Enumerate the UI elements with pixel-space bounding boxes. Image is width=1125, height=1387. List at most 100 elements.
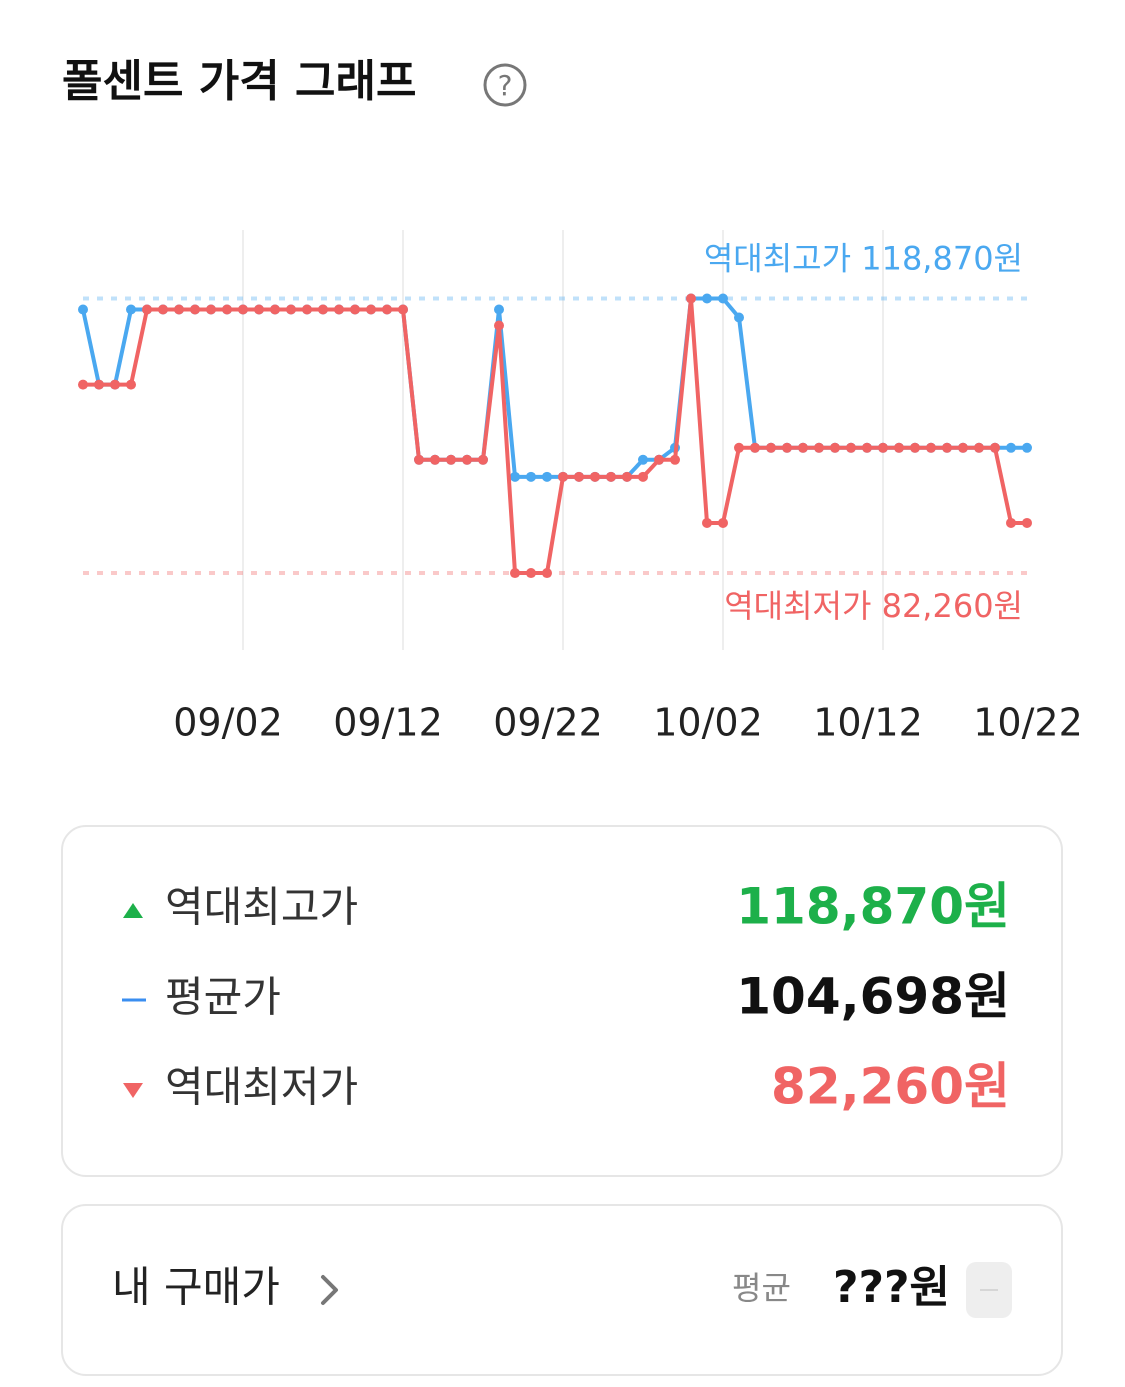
low-icon bbox=[123, 1083, 143, 1098]
price-point bbox=[734, 312, 744, 323]
price-point bbox=[638, 471, 648, 482]
price-point bbox=[638, 454, 648, 465]
price-point bbox=[526, 568, 536, 579]
chart: 09/02 09/12 09/22 10/02 10/12 10/22 역대최고가 118,… bbox=[78, 230, 1083, 745]
price-point bbox=[734, 442, 744, 453]
price-point bbox=[654, 454, 664, 465]
summary-value: 104,698원 bbox=[736, 968, 1010, 1026]
price-point bbox=[510, 568, 520, 579]
price-point bbox=[606, 471, 616, 482]
summary-label: 역대최고가 bbox=[165, 883, 358, 932]
reference-name: 역대최저가 bbox=[724, 587, 871, 625]
price-point bbox=[846, 442, 856, 453]
price-point bbox=[542, 568, 552, 579]
price-point bbox=[302, 304, 312, 315]
x-tick-label: 10/02 bbox=[653, 701, 763, 745]
price-point bbox=[574, 471, 584, 482]
my-price-label: 내 구매가 bbox=[112, 1263, 280, 1312]
price-point bbox=[254, 304, 264, 315]
price-point bbox=[366, 304, 376, 315]
my-price-value: ???원 bbox=[833, 1262, 950, 1313]
price-point bbox=[718, 517, 728, 528]
price-point bbox=[766, 442, 776, 453]
price-point bbox=[910, 442, 920, 453]
price-point bbox=[110, 379, 120, 390]
price-point bbox=[974, 442, 984, 453]
price-point bbox=[750, 442, 760, 453]
price-point bbox=[222, 304, 232, 315]
price-point bbox=[318, 304, 328, 315]
price-point bbox=[782, 442, 792, 453]
price-point bbox=[238, 304, 248, 315]
price-point bbox=[398, 304, 408, 315]
price-point bbox=[142, 304, 152, 315]
help-circle bbox=[483, 63, 527, 107]
my-price-card[interactable]: 내 구매가 평균 ???원 bbox=[61, 1204, 1063, 1376]
price-point bbox=[510, 471, 520, 482]
price-point bbox=[350, 304, 360, 315]
price-point bbox=[78, 379, 88, 390]
price-point bbox=[702, 293, 712, 304]
price-point bbox=[270, 304, 280, 315]
price-point bbox=[158, 304, 168, 315]
price-point bbox=[798, 442, 808, 453]
title: 폴센트 가격 그래프 bbox=[62, 56, 416, 107]
price-point bbox=[462, 454, 472, 465]
price-point bbox=[942, 442, 952, 453]
reference-label: 역대최고가 118,870원 bbox=[704, 239, 1023, 277]
price-point bbox=[1006, 517, 1016, 528]
price-point bbox=[926, 442, 936, 453]
price-point bbox=[814, 442, 824, 453]
summary-card bbox=[61, 825, 1063, 1177]
price-point bbox=[430, 454, 440, 465]
summary-label: 역대최저가 bbox=[165, 1063, 358, 1112]
reference-value: 118,870원 bbox=[861, 239, 1023, 277]
high-icon bbox=[123, 903, 143, 918]
price-point bbox=[670, 454, 680, 465]
price-point bbox=[718, 293, 728, 304]
price-point bbox=[334, 304, 344, 315]
price-point bbox=[446, 454, 456, 465]
price-point bbox=[190, 304, 200, 315]
reference-name: 역대최고가 bbox=[704, 239, 851, 277]
price-point bbox=[1022, 442, 1032, 453]
x-tick-label: 09/22 bbox=[493, 701, 603, 745]
price-point bbox=[990, 442, 1000, 453]
price-point bbox=[494, 304, 504, 315]
price-point bbox=[590, 471, 600, 482]
price-point bbox=[702, 517, 712, 528]
price-point bbox=[622, 471, 632, 482]
reference-value: 82,260원 bbox=[882, 587, 1023, 625]
price-point bbox=[126, 379, 136, 390]
x-tick-label: 10/12 bbox=[813, 701, 923, 745]
price-point bbox=[878, 442, 888, 453]
price-point bbox=[382, 304, 392, 315]
price-point bbox=[286, 304, 296, 315]
price-point bbox=[862, 442, 872, 453]
price-point bbox=[206, 304, 216, 315]
price-point bbox=[686, 293, 696, 304]
price-point bbox=[94, 379, 104, 390]
price-point bbox=[126, 304, 136, 315]
price-point bbox=[494, 320, 504, 331]
price-point bbox=[478, 454, 488, 465]
price-point bbox=[894, 442, 904, 453]
x-tick-label: 09/02 bbox=[173, 701, 283, 745]
price-point bbox=[78, 304, 88, 315]
summary-value: 82,260원 bbox=[771, 1058, 1010, 1116]
price-line bbox=[83, 296, 1027, 576]
reference-label: 역대최저가 82,260원 bbox=[724, 587, 1023, 625]
help-button[interactable]: ? bbox=[483, 63, 527, 107]
price-point bbox=[174, 304, 184, 315]
x-tick-label: 09/12 bbox=[333, 701, 443, 745]
x-tick-label: 10/22 bbox=[973, 701, 1083, 745]
help-icon: ? bbox=[498, 69, 513, 102]
price-point bbox=[830, 442, 840, 453]
price-point bbox=[1022, 517, 1032, 528]
price-point bbox=[1006, 442, 1016, 453]
summary-label: 평균가 bbox=[165, 973, 281, 1022]
avg-label: 평균 bbox=[732, 1269, 791, 1307]
price-point bbox=[526, 471, 536, 482]
price-point bbox=[958, 442, 968, 453]
